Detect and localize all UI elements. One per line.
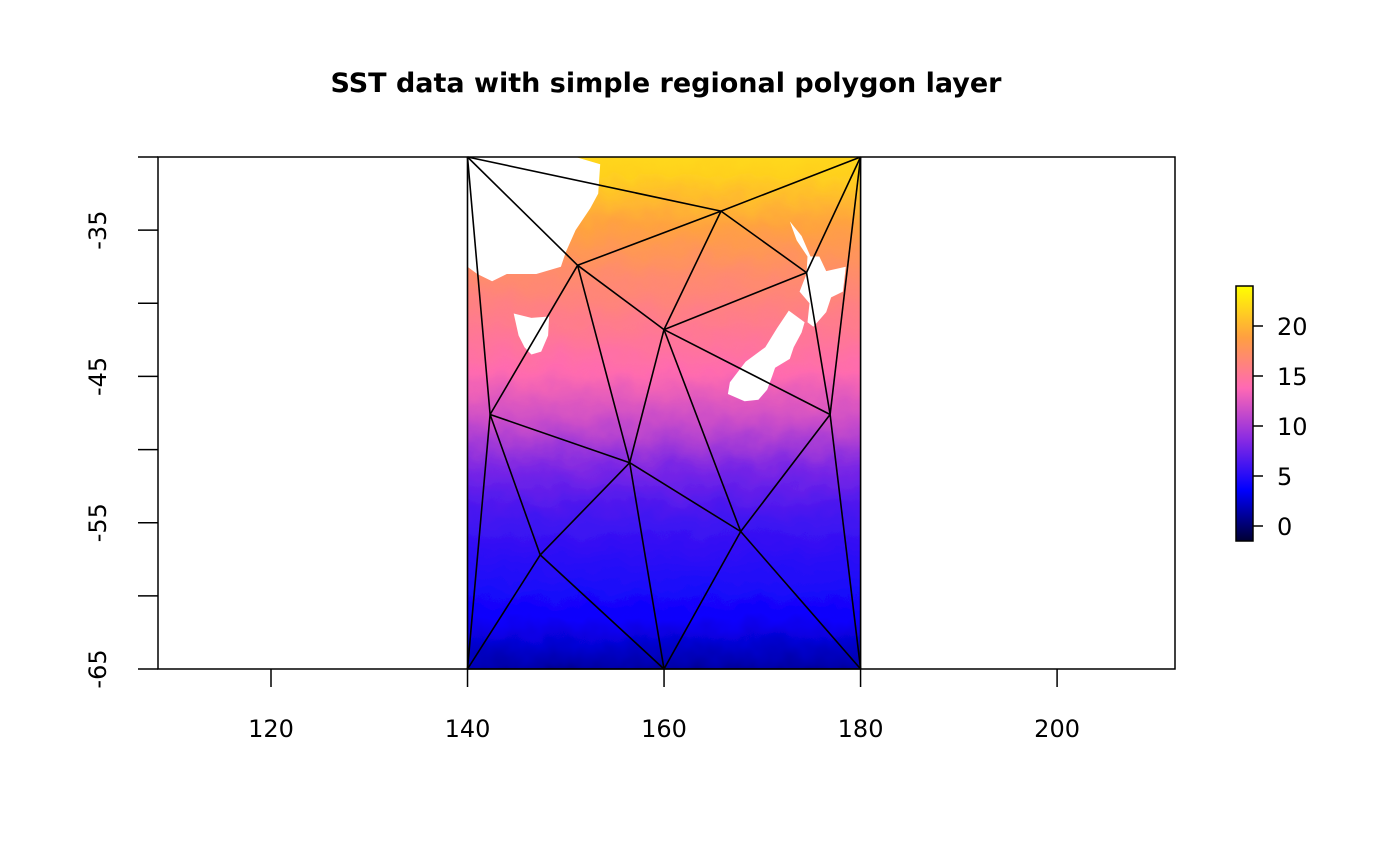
x-tick-label: 180: [838, 715, 884, 743]
land-new-zealand-south-island: [727, 310, 805, 402]
x-axis: 120 140 160 180 200: [248, 669, 1080, 743]
polygon-edge: [466, 156, 579, 266]
polygon-edge: [663, 329, 742, 532]
colorbar-tick-label: 0: [1277, 513, 1292, 541]
colorbar-legend: 0 5 10 15 20: [1235, 285, 1308, 542]
polygon-edge: [489, 414, 541, 556]
x-tick-label: 140: [445, 715, 491, 743]
polygon-edge: [628, 462, 665, 670]
y-tick-label: -35: [84, 211, 112, 250]
polygon-edge: [628, 329, 665, 463]
colorbar-ramp: [1235, 285, 1254, 542]
polygon-edge: [539, 462, 631, 556]
land-australia: [467, 157, 601, 282]
polygon-edge: [663, 210, 722, 330]
polygon-edge: [805, 272, 831, 415]
polygon-edge: [663, 328, 831, 416]
polygon-edge: [629, 462, 742, 533]
polygon-edge: [489, 264, 579, 415]
polygon-edge: [466, 554, 541, 670]
y-tick-label: -45: [84, 357, 112, 396]
land-tasmania: [513, 313, 550, 355]
chart-title: SST data with simple regional polygon la…: [330, 68, 1002, 99]
polygon-edge: [663, 271, 807, 331]
colorbar-tick-label: 5: [1277, 463, 1292, 491]
polygon-edge: [577, 264, 665, 331]
polygon-edge: [740, 414, 831, 532]
land-new-zealand-north-island: [789, 221, 846, 327]
x-tick-label: 200: [1034, 715, 1080, 743]
polygon-edge: [829, 414, 862, 670]
polygon-edge: [740, 530, 862, 670]
polygon-edge: [467, 156, 722, 212]
y-tick-label: -65: [84, 649, 112, 688]
polygon-edge: [720, 156, 861, 212]
polygon-edge: [489, 413, 630, 464]
polygon-edge: [805, 156, 862, 273]
polygon-edge: [466, 414, 491, 670]
colorbar-tick-label: 15: [1277, 363, 1308, 391]
polygon-edge: [577, 210, 722, 267]
polygon-edge: [539, 554, 665, 670]
colorbar-tick-label: 20: [1277, 313, 1308, 341]
polygon-edge: [663, 531, 742, 670]
polygon-edge: [466, 156, 491, 415]
colorbar-tick-label: 10: [1277, 413, 1308, 441]
polygon-edge: [829, 156, 862, 415]
plot-frame: [157, 156, 1176, 670]
y-axis: -65 -55 -45 -35: [84, 156, 158, 689]
x-tick-label: 120: [248, 715, 294, 743]
y-tick-label: -55: [84, 503, 112, 542]
polygon-edge: [576, 265, 631, 463]
polygon-edge: [720, 210, 807, 274]
land-masks: [467, 157, 846, 402]
x-tick-label: 160: [641, 715, 687, 743]
